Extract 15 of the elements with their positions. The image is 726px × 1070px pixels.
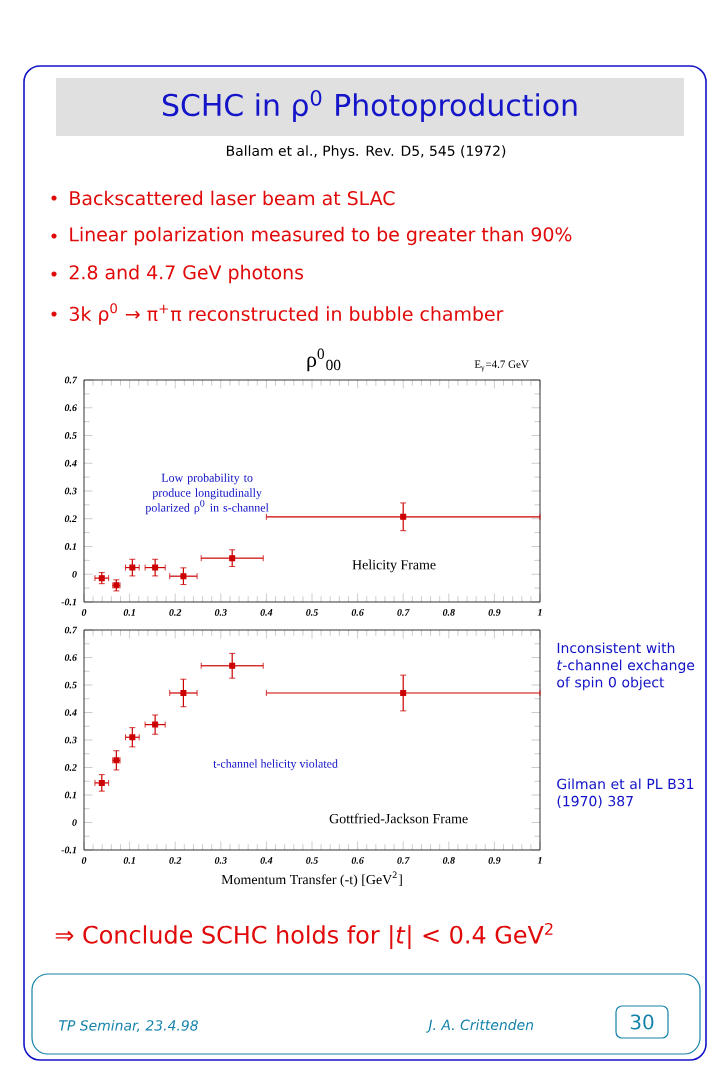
point (229, 555, 236, 562)
chart-title: SCHC in ρ$^{0}$ Photoproduction (162, 89, 577, 123)
point (152, 721, 159, 728)
point (180, 689, 187, 696)
text: 3k ρ$^{0}$ → π$^{+}$π reconstructed in bubble chamber (69, 303, 504, 325)
text: 2.8 and 4.7 GeV photons (69, 264, 304, 284)
text: Backscattered laser beam at SLAC (70, 190, 395, 206)
point (400, 689, 407, 696)
point (400, 513, 407, 520)
point (229, 662, 236, 669)
text: ⇒ Conclude SCHC holds for |t| < 0.4 GeV$^{2}$ (55, 922, 553, 950)
text: 30 (630, 1014, 654, 1030)
point (180, 573, 187, 580)
point (152, 564, 159, 571)
text: Linear polarization measured to be greater than 90% (70, 226, 572, 246)
